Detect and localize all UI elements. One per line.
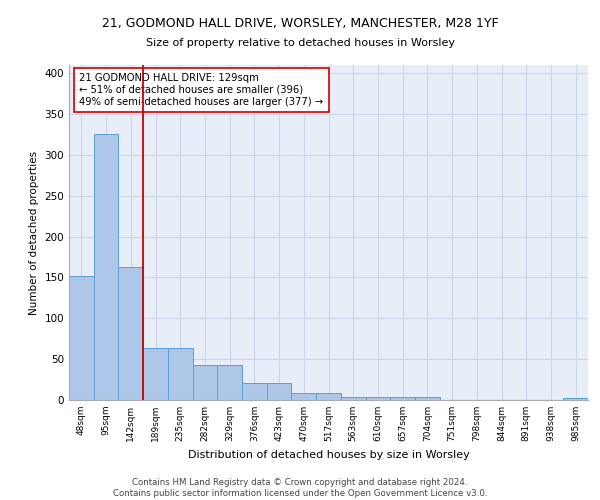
- Bar: [118, 267, 143, 400]
- Bar: [267, 383, 292, 400]
- Bar: [193, 365, 217, 400]
- Text: 21 GODMOND HALL DRIVE: 129sqm
← 51% of detached houses are smaller (396)
49% of : 21 GODMOND HALL DRIVE: 129sqm ← 51% of d…: [79, 74, 323, 106]
- Text: 21, GODMOND HALL DRIVE, WORSLEY, MANCHESTER, M28 1YF: 21, GODMOND HALL DRIVE, WORSLEY, MANCHES…: [101, 18, 499, 30]
- Bar: [316, 394, 341, 400]
- X-axis label: Distribution of detached houses by size in Worsley: Distribution of detached houses by size …: [188, 450, 469, 460]
- Bar: [365, 396, 390, 400]
- Y-axis label: Number of detached properties: Number of detached properties: [29, 150, 39, 314]
- Bar: [242, 383, 267, 400]
- Bar: [94, 134, 118, 400]
- Bar: [168, 348, 193, 400]
- Text: Size of property relative to detached houses in Worsley: Size of property relative to detached ho…: [146, 38, 455, 48]
- Text: Contains HM Land Registry data © Crown copyright and database right 2024.
Contai: Contains HM Land Registry data © Crown c…: [113, 478, 487, 498]
- Bar: [69, 276, 94, 400]
- Bar: [563, 398, 588, 400]
- Bar: [292, 394, 316, 400]
- Bar: [390, 396, 415, 400]
- Bar: [415, 396, 440, 400]
- Bar: [143, 348, 168, 400]
- Bar: [217, 365, 242, 400]
- Bar: [341, 396, 365, 400]
